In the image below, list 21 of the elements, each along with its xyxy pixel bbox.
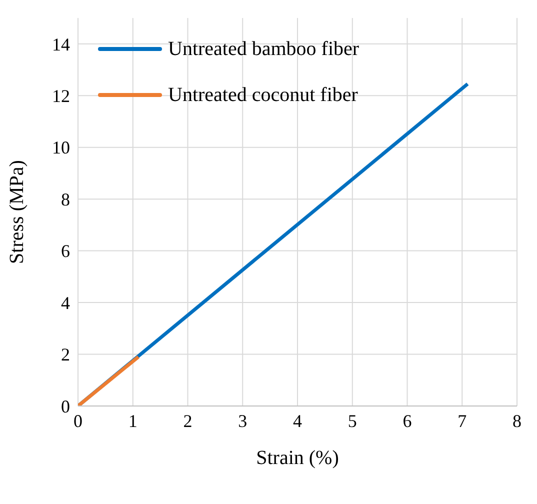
x-tick-label: 2 bbox=[183, 410, 192, 431]
x-tick-label: 3 bbox=[238, 410, 248, 431]
y-tick-label: 8 bbox=[61, 189, 70, 210]
y-tick-label: 2 bbox=[61, 344, 70, 365]
x-tick-label: 6 bbox=[402, 410, 412, 431]
x-tick-label: 1 bbox=[128, 410, 138, 431]
y-tick-label: 14 bbox=[52, 34, 70, 54]
y-tick-label: 10 bbox=[52, 138, 70, 158]
y-tick-label: 0 bbox=[61, 396, 70, 416]
legend-label: Untreated coconut fiber bbox=[168, 84, 358, 106]
y-axis-title: Stress (MPa) bbox=[6, 160, 28, 264]
x-tick-label: 0 bbox=[74, 410, 82, 431]
x-tick-label: 5 bbox=[348, 410, 357, 431]
y-tick-label: 4 bbox=[61, 292, 70, 313]
y-tick-label: 6 bbox=[61, 241, 70, 262]
x-axis-title: Strain (%) bbox=[256, 447, 339, 469]
x-tick-label: 8 bbox=[512, 410, 522, 431]
x-tick-label: 4 bbox=[293, 410, 302, 431]
x-tick-label: 7 bbox=[458, 410, 467, 431]
y-tick-label: 12 bbox=[52, 86, 70, 106]
legend-label: Untreated bamboo fiber bbox=[168, 38, 360, 60]
